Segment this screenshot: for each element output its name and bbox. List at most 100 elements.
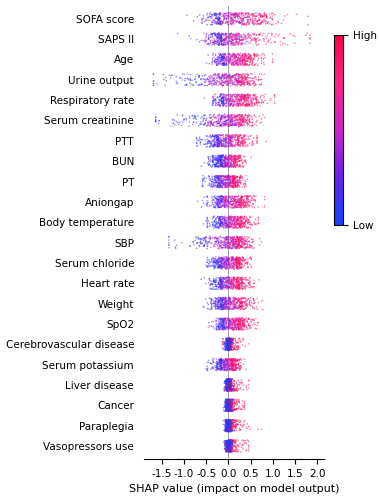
- Point: [247, 296, 254, 304]
- Point: [222, 317, 228, 325]
- Point: [213, 114, 219, 122]
- Point: [226, 380, 232, 388]
- Point: [226, 56, 232, 64]
- Point: [244, 94, 251, 102]
- Point: [202, 119, 208, 127]
- Point: [222, 344, 228, 352]
- Point: [235, 76, 241, 84]
- Point: [236, 280, 242, 288]
- Point: [212, 40, 218, 48]
- Point: [228, 139, 234, 147]
- Point: [224, 384, 230, 392]
- Point: [211, 38, 217, 46]
- Point: [251, 305, 257, 313]
- Point: [224, 376, 230, 384]
- Point: [233, 300, 240, 308]
- Point: [221, 142, 227, 150]
- Point: [210, 156, 216, 164]
- Point: [216, 176, 222, 184]
- Point: [224, 439, 230, 447]
- Point: [234, 178, 240, 186]
- Point: [235, 136, 241, 144]
- Point: [226, 12, 232, 20]
- Point: [237, 195, 243, 203]
- Point: [224, 79, 230, 87]
- Point: [236, 54, 242, 62]
- Point: [221, 197, 227, 205]
- Point: [226, 378, 232, 386]
- Point: [241, 220, 247, 228]
- Point: [224, 274, 230, 282]
- Point: [225, 95, 231, 103]
- Point: [226, 131, 232, 139]
- Point: [226, 344, 232, 351]
- Point: [225, 284, 231, 292]
- Point: [234, 233, 240, 241]
- Point: [221, 96, 227, 104]
- Point: [224, 416, 230, 424]
- Point: [255, 20, 261, 28]
- Point: [226, 386, 232, 394]
- Point: [203, 365, 209, 373]
- Point: [226, 417, 232, 425]
- Point: [245, 56, 251, 64]
- Point: [216, 142, 222, 150]
- Point: [226, 334, 232, 342]
- Point: [226, 422, 232, 430]
- Point: [224, 402, 230, 410]
- Point: [227, 424, 233, 432]
- Point: [238, 93, 244, 101]
- Point: [231, 180, 237, 188]
- Point: [237, 100, 243, 108]
- Point: [226, 448, 232, 456]
- Point: [238, 260, 244, 268]
- Point: [221, 62, 227, 70]
- Point: [204, 202, 210, 209]
- Point: [222, 174, 228, 182]
- Point: [240, 198, 246, 205]
- Point: [230, 315, 236, 323]
- Point: [224, 258, 230, 266]
- Point: [239, 278, 245, 285]
- Point: [242, 112, 248, 120]
- Point: [221, 61, 227, 69]
- Point: [209, 172, 215, 180]
- Point: [226, 180, 232, 188]
- Point: [262, 13, 268, 21]
- Point: [213, 305, 219, 313]
- Point: [231, 317, 237, 325]
- Point: [225, 440, 231, 448]
- Point: [227, 220, 233, 228]
- Point: [213, 218, 219, 226]
- Point: [150, 70, 157, 78]
- Point: [222, 376, 229, 384]
- Point: [226, 402, 232, 410]
- Point: [231, 406, 237, 414]
- Point: [226, 216, 232, 224]
- Point: [227, 244, 233, 252]
- Point: [223, 54, 229, 62]
- Point: [227, 101, 233, 109]
- Point: [213, 32, 219, 40]
- Point: [225, 336, 231, 344]
- Point: [240, 234, 246, 242]
- Point: [236, 398, 242, 406]
- Point: [229, 32, 235, 40]
- Point: [224, 343, 230, 351]
- Point: [219, 180, 225, 188]
- Point: [230, 283, 236, 291]
- Point: [249, 192, 255, 200]
- Point: [251, 112, 257, 120]
- Point: [213, 301, 219, 309]
- Point: [229, 120, 235, 128]
- Point: [228, 121, 234, 129]
- Point: [227, 405, 233, 413]
- Point: [228, 14, 234, 22]
- Point: [222, 242, 228, 250]
- Point: [217, 200, 223, 208]
- Point: [222, 200, 228, 208]
- Point: [218, 172, 224, 180]
- Point: [226, 243, 232, 251]
- Point: [224, 383, 230, 391]
- Point: [215, 254, 221, 262]
